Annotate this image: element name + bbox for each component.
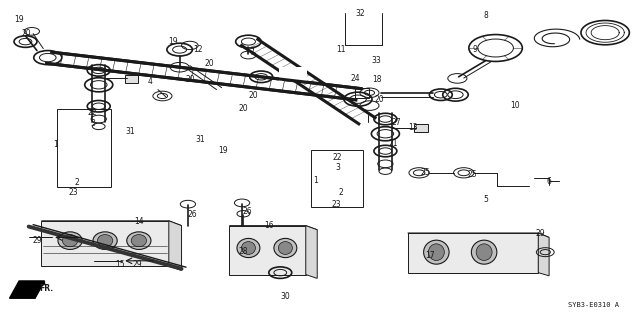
Text: 14: 14 — [134, 217, 144, 226]
Text: 29: 29 — [132, 260, 142, 269]
Text: 26: 26 — [187, 210, 197, 219]
Text: 20: 20 — [204, 60, 214, 68]
Ellipse shape — [62, 235, 78, 247]
Text: 33: 33 — [371, 56, 381, 65]
Ellipse shape — [58, 232, 82, 250]
Bar — [414, 124, 428, 132]
Text: 20: 20 — [22, 29, 32, 38]
Text: 5: 5 — [483, 196, 488, 204]
Text: 32: 32 — [355, 9, 365, 18]
Ellipse shape — [278, 242, 292, 254]
Text: 15: 15 — [115, 260, 125, 269]
Text: 26: 26 — [242, 207, 252, 216]
Text: 13: 13 — [408, 124, 418, 132]
Text: 7: 7 — [249, 48, 254, 57]
Text: 2: 2 — [74, 178, 79, 187]
Ellipse shape — [93, 232, 117, 250]
Text: FR.: FR. — [39, 284, 53, 293]
Ellipse shape — [237, 238, 260, 258]
Text: 2: 2 — [338, 188, 343, 197]
Text: 30: 30 — [280, 292, 290, 301]
Text: 23: 23 — [331, 200, 341, 209]
Text: 8: 8 — [483, 11, 488, 20]
Text: 31: 31 — [196, 135, 206, 144]
Ellipse shape — [241, 242, 255, 254]
Text: 27: 27 — [391, 118, 401, 127]
Ellipse shape — [97, 235, 113, 247]
Text: 6: 6 — [547, 177, 552, 186]
Polygon shape — [538, 233, 549, 276]
Text: 31: 31 — [125, 127, 136, 136]
Polygon shape — [10, 281, 45, 298]
Polygon shape — [408, 233, 538, 273]
Text: 24: 24 — [350, 74, 361, 83]
Text: 21: 21 — [389, 139, 398, 148]
Text: 28: 28 — [239, 247, 248, 256]
Polygon shape — [408, 233, 549, 237]
Text: 10: 10 — [510, 101, 520, 110]
Text: 29: 29 — [535, 229, 545, 238]
Text: 29: 29 — [32, 236, 42, 245]
Text: 11: 11 — [336, 45, 345, 54]
Polygon shape — [279, 67, 307, 81]
Text: 1: 1 — [313, 176, 318, 185]
Text: 3: 3 — [335, 163, 340, 172]
Text: 1: 1 — [54, 140, 59, 149]
Text: 18: 18 — [373, 75, 382, 84]
Polygon shape — [306, 226, 317, 278]
Bar — [125, 75, 138, 83]
Text: 25: 25 — [420, 168, 431, 177]
Polygon shape — [229, 226, 306, 275]
Ellipse shape — [471, 240, 497, 264]
Polygon shape — [229, 226, 317, 230]
Ellipse shape — [131, 235, 147, 247]
Bar — [355, 88, 369, 98]
Text: 19: 19 — [218, 146, 228, 155]
Text: 16: 16 — [264, 221, 274, 230]
Polygon shape — [169, 221, 182, 270]
Text: SYB3-E0310 A: SYB3-E0310 A — [568, 302, 619, 308]
Ellipse shape — [429, 244, 445, 260]
Ellipse shape — [476, 244, 492, 260]
Ellipse shape — [127, 232, 151, 250]
Polygon shape — [41, 221, 182, 226]
Bar — [311, 150, 363, 207]
Text: 17: 17 — [425, 251, 435, 260]
Text: 23: 23 — [68, 188, 78, 197]
Polygon shape — [41, 221, 169, 266]
Text: 19: 19 — [14, 15, 24, 24]
Text: 19: 19 — [168, 37, 178, 46]
Text: 20: 20 — [248, 92, 259, 100]
Text: 9: 9 — [472, 45, 477, 54]
Text: 4: 4 — [147, 77, 152, 86]
Ellipse shape — [424, 240, 449, 264]
Text: 3: 3 — [90, 119, 95, 128]
Bar — [57, 109, 111, 187]
Text: 12: 12 — [193, 45, 202, 54]
Text: 20: 20 — [185, 76, 195, 84]
Text: 20: 20 — [374, 95, 384, 104]
Text: 22: 22 — [88, 108, 97, 117]
Text: 20: 20 — [238, 104, 248, 113]
Text: 22: 22 — [333, 153, 342, 162]
Ellipse shape — [274, 238, 297, 258]
Text: 25: 25 — [468, 170, 478, 179]
